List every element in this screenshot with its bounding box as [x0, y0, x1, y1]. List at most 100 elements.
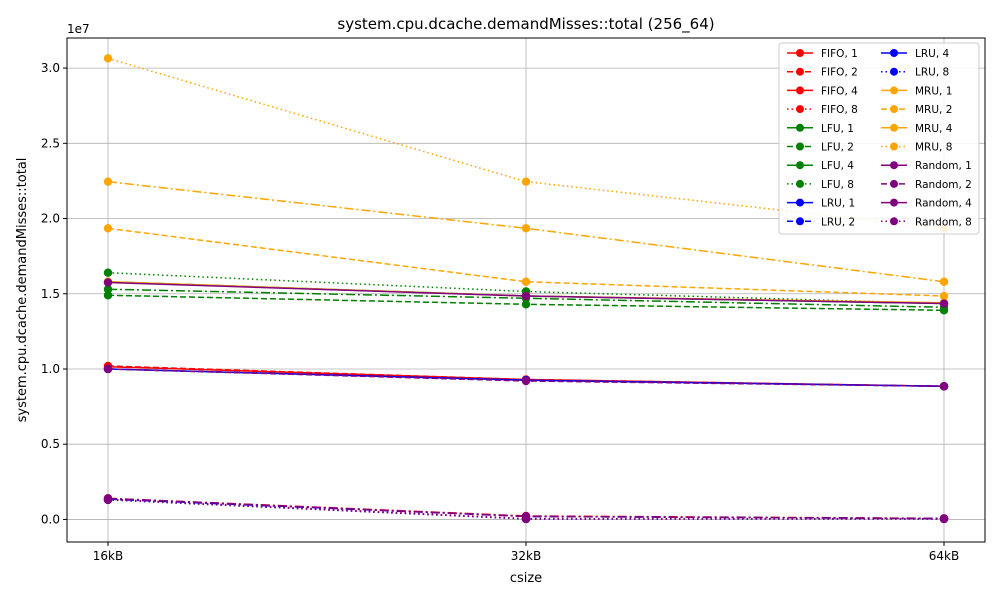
series-line — [107, 227, 945, 297]
legend-label: FIFO, 8 — [821, 104, 858, 116]
legend-label: LRU, 4 — [915, 48, 950, 60]
legend-marker — [890, 49, 898, 57]
legend-marker — [796, 123, 804, 132]
legend-item: MRU, 4 — [881, 123, 953, 135]
legend: FIFO, 1 FIFO, 2 FIFO, 4 FIFO, 8 LFU, 1 LFU, 2… — [778, 42, 980, 235]
axes: 16kB 32kB 64kB 0.0 0.5 1.0 1.5 2.0 2.5 3.0 — [41, 61, 959, 563]
legend-item: LRU, 8 — [881, 67, 949, 79]
legend-marker — [796, 198, 804, 207]
series-mru-2 — [103, 224, 949, 301]
legend-label: LFU, 2 — [821, 142, 854, 154]
data-point — [521, 177, 531, 186]
legend-marker — [890, 217, 898, 226]
legend-marker — [890, 161, 898, 170]
data-point — [939, 291, 949, 301]
y-tick-label: 2.0 — [41, 212, 60, 226]
legend-marker — [796, 161, 804, 170]
legend-item: LRU, 4 — [881, 48, 950, 60]
legend-label: Random, 1 — [915, 160, 972, 172]
legend-marker — [796, 86, 804, 95]
series-line — [107, 497, 945, 520]
data-point — [521, 300, 531, 309]
legend-label: Random, 2 — [915, 179, 972, 191]
legend-label: LRU, 2 — [821, 216, 855, 228]
legend-label: LFU, 1 — [821, 123, 854, 135]
data-point — [521, 376, 531, 386]
legend-item: FIFO, 1 — [787, 48, 858, 60]
data-point — [103, 224, 113, 233]
series-random-8 — [103, 495, 949, 524]
series-layer — [103, 54, 949, 524]
data-point — [103, 495, 113, 505]
data-point — [939, 514, 949, 524]
legend-label: LFU, 8 — [821, 179, 854, 191]
legend-label: FIFO, 2 — [821, 67, 858, 79]
data-point — [521, 224, 531, 233]
legend-item: FIFO, 2 — [787, 67, 858, 79]
series-mru-4 — [103, 177, 949, 286]
data-point — [103, 278, 113, 287]
data-point — [521, 514, 531, 524]
legend-marker — [796, 142, 804, 151]
legend-item: MRU, 2 — [881, 104, 952, 116]
legend-label: MRU, 2 — [915, 104, 952, 116]
legend-marker — [796, 105, 804, 114]
y-tick-label: 0.0 — [41, 512, 60, 526]
legend-label: LFU, 4 — [821, 160, 854, 172]
legend-label: MRU, 8 — [915, 142, 952, 154]
x-tick-label: 16kB — [93, 549, 123, 563]
data-point — [939, 382, 949, 391]
legend-item: LFU, 2 — [787, 142, 854, 154]
data-point — [939, 277, 949, 286]
x-axis-label: csize — [510, 571, 542, 586]
legend-label: MRU, 1 — [915, 85, 952, 97]
series-line — [107, 288, 945, 309]
data-point — [103, 364, 113, 374]
y-axis-label: system.cpu.dcache.demandMisses::total — [15, 158, 30, 423]
legend-item: LFU, 8 — [787, 179, 854, 191]
y-tick-label: 0.5 — [41, 437, 60, 451]
series-random-2 — [103, 364, 949, 391]
legend-item: LRU, 2 — [787, 216, 855, 228]
data-point — [103, 54, 113, 63]
legend-marker — [796, 179, 804, 188]
legend-label: MRU, 4 — [915, 123, 953, 135]
legend-label: LRU, 8 — [915, 67, 949, 79]
y-tick-label: 2.5 — [41, 136, 60, 150]
legend-marker — [890, 198, 898, 207]
legend-marker — [796, 67, 804, 76]
data-point — [103, 285, 113, 294]
data-point — [103, 177, 113, 186]
data-point — [103, 268, 113, 277]
legend-label: Random, 4 — [915, 198, 972, 210]
data-point — [521, 277, 531, 286]
legend-item: LRU, 1 — [787, 198, 855, 210]
legend-item: LFU, 1 — [787, 123, 854, 135]
legend-marker — [890, 105, 898, 114]
legend-item: Random, 2 — [881, 179, 972, 191]
legend-item: FIFO, 8 — [787, 104, 858, 116]
legend-item: Random, 1 — [881, 160, 972, 172]
legend-item: MRU, 8 — [881, 142, 952, 154]
data-point — [521, 291, 531, 301]
x-tick-label: 64kB — [929, 549, 959, 563]
legend-marker — [890, 142, 898, 151]
legend-item: Random, 8 — [881, 216, 972, 228]
legend-marker — [796, 217, 804, 226]
legend-marker — [890, 123, 898, 132]
data-point — [939, 299, 949, 308]
y-tick-label: 1.0 — [41, 362, 60, 376]
y-tick-label: 1.5 — [41, 287, 60, 301]
legend-item: Random, 4 — [881, 198, 972, 210]
legend-item: LFU, 4 — [787, 160, 854, 172]
chart-title: system.cpu.dcache.demandMisses::total (2… — [337, 15, 714, 34]
legend-label: Random, 8 — [915, 216, 972, 228]
y-tick-label: 3.0 — [41, 61, 60, 75]
data-point — [103, 291, 113, 300]
legend-label: FIFO, 1 — [821, 48, 858, 60]
legend-item: FIFO, 4 — [787, 85, 858, 97]
legend-box — [778, 42, 980, 235]
legend-marker — [890, 86, 898, 95]
legend-marker — [890, 67, 898, 76]
